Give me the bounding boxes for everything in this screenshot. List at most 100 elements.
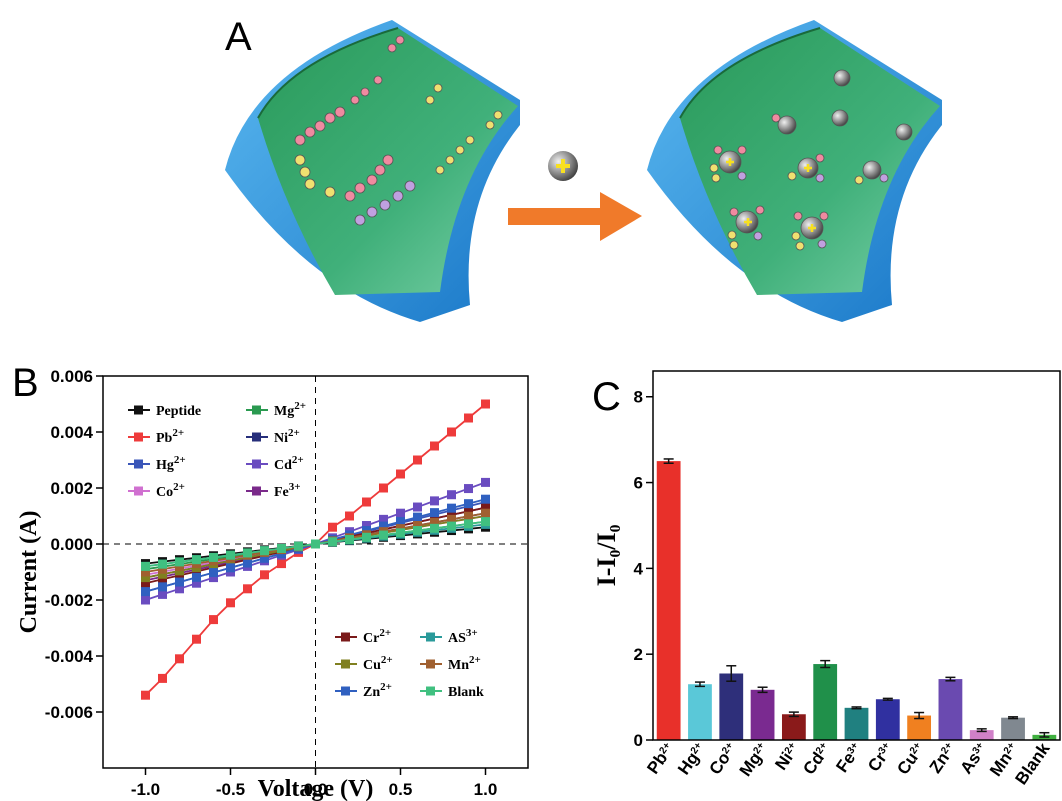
data-point bbox=[345, 511, 354, 521]
legend-label: Cd2+ bbox=[274, 454, 304, 473]
data-point bbox=[328, 537, 337, 547]
data-point bbox=[464, 499, 473, 509]
bar bbox=[781, 714, 806, 740]
legend-marker bbox=[134, 486, 143, 496]
legend-name: Peptide bbox=[156, 404, 201, 419]
legend-marker bbox=[341, 659, 350, 669]
data-point bbox=[141, 573, 150, 583]
legend-charge: 2+ bbox=[294, 400, 306, 412]
y-tick-label: 4 bbox=[634, 559, 644, 578]
data-point bbox=[209, 573, 218, 583]
legend-marker bbox=[134, 459, 143, 469]
bar bbox=[750, 689, 775, 740]
bar bbox=[969, 730, 994, 740]
data-point bbox=[277, 559, 286, 569]
data-point bbox=[175, 654, 184, 664]
legend-name: Pb bbox=[156, 431, 173, 446]
data-point bbox=[379, 514, 388, 524]
legend-marker bbox=[341, 686, 350, 696]
category-charge: 2+ bbox=[782, 740, 798, 756]
data-point bbox=[464, 511, 473, 521]
category-charge: 2+ bbox=[720, 740, 736, 756]
data-point bbox=[481, 503, 490, 513]
peptide-chains bbox=[294, 35, 503, 226]
data-point bbox=[447, 427, 456, 437]
legend-label: Zn2+ bbox=[363, 681, 392, 700]
x-tick-label: Cr3+ bbox=[864, 739, 897, 775]
data-point bbox=[396, 508, 405, 518]
legend-name: Cr bbox=[363, 631, 379, 646]
data-point bbox=[464, 413, 473, 423]
legend-charge: 2+ bbox=[469, 654, 481, 666]
data-point bbox=[158, 559, 167, 569]
metal-ion bbox=[548, 151, 578, 181]
legend-charge: 2+ bbox=[173, 481, 185, 493]
data-point bbox=[481, 494, 490, 504]
panel-label: B bbox=[12, 361, 39, 405]
x-tick-label: Pb2+ bbox=[643, 739, 678, 777]
legend-name: AS bbox=[448, 631, 466, 646]
data-point bbox=[311, 539, 320, 549]
legend-label: Ni2+ bbox=[274, 427, 300, 446]
legend-marker bbox=[426, 632, 435, 642]
bar bbox=[1001, 717, 1025, 740]
legend-name: Mn bbox=[448, 658, 469, 673]
legend-marker bbox=[426, 686, 435, 696]
legend-label: Peptide bbox=[156, 404, 201, 419]
data-point bbox=[243, 558, 252, 568]
bar bbox=[875, 699, 900, 740]
y-tick-label: 0.000 bbox=[50, 535, 93, 554]
data-point bbox=[141, 567, 150, 577]
data-point bbox=[447, 490, 456, 500]
data-point bbox=[175, 557, 184, 567]
data-point bbox=[175, 584, 184, 594]
plot-frame bbox=[102, 375, 529, 769]
legend-name: Zn bbox=[363, 685, 380, 700]
data-point bbox=[158, 673, 167, 683]
legend-label: Fe3+ bbox=[274, 481, 301, 500]
substrate-after bbox=[647, 20, 942, 322]
legend-marker bbox=[134, 432, 143, 442]
data-point bbox=[413, 512, 422, 522]
data-point bbox=[158, 589, 167, 599]
data-point bbox=[396, 528, 405, 538]
bar bbox=[656, 461, 681, 740]
y-tick-label: 0.002 bbox=[50, 479, 93, 498]
legend-label: AS3+ bbox=[448, 627, 478, 646]
x-tick-label: -0.5 bbox=[216, 780, 245, 799]
data-point bbox=[464, 484, 473, 494]
panel-label: C bbox=[592, 375, 621, 419]
legend-charge: 3+ bbox=[466, 627, 478, 639]
legend-marker bbox=[252, 459, 261, 469]
data-point bbox=[277, 543, 286, 553]
substrate-before bbox=[225, 20, 520, 322]
data-point bbox=[226, 563, 235, 573]
data-point bbox=[328, 522, 337, 532]
data-point bbox=[481, 399, 490, 409]
data-point bbox=[175, 577, 184, 587]
category-charge: 3+ bbox=[970, 740, 986, 756]
category-charge: 2+ bbox=[657, 740, 673, 756]
bar bbox=[938, 679, 963, 740]
data-point bbox=[413, 455, 422, 465]
y-tick-label: 8 bbox=[634, 388, 643, 407]
category-charge: 2+ bbox=[939, 740, 955, 756]
data-point bbox=[141, 578, 150, 588]
legend-marker bbox=[252, 432, 261, 442]
legend-name: Blank bbox=[448, 685, 484, 700]
data-point bbox=[447, 514, 456, 524]
legend-charge: 2+ bbox=[174, 454, 186, 466]
x-tick-label: Zn2+ bbox=[926, 739, 960, 776]
legend-name: Hg bbox=[156, 458, 174, 473]
data-point bbox=[294, 541, 303, 551]
y-tick-label: -0.002 bbox=[45, 591, 93, 610]
x-tick-label: Blank bbox=[1012, 739, 1054, 788]
data-point bbox=[158, 582, 167, 592]
data-point bbox=[413, 521, 422, 531]
data-point bbox=[430, 517, 439, 527]
data-point bbox=[226, 550, 235, 560]
legend-charge: 3+ bbox=[289, 481, 301, 493]
y-tick-label: 2 bbox=[634, 645, 643, 664]
x-tick-label: Cd2+ bbox=[799, 739, 834, 778]
panel-label: A bbox=[225, 15, 252, 59]
